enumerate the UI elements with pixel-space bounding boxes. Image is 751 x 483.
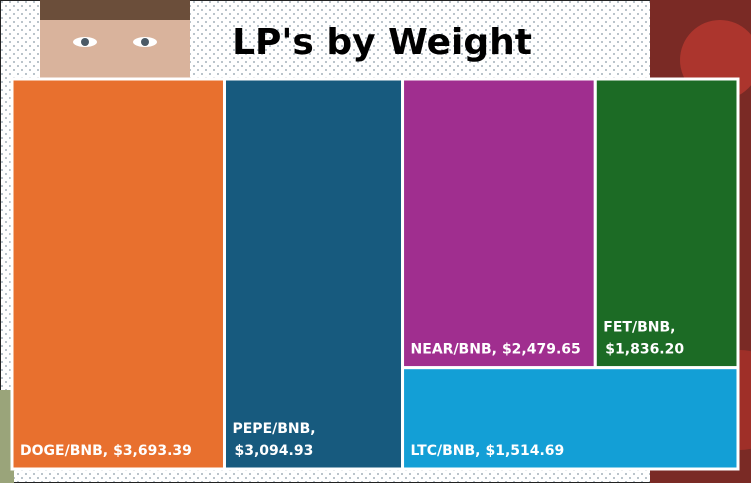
treemap-cell <box>10 77 226 471</box>
treemap-cell <box>401 77 597 370</box>
value-label: $1,836.20 <box>605 342 684 358</box>
face-image <box>40 0 190 79</box>
cell-label: LTC/BNB, <box>411 443 481 459</box>
value-label: $3,693.39 <box>113 443 192 459</box>
cell-label: FET/BNB, <box>603 320 675 336</box>
cell-label: NEAR/BNB, <box>411 342 497 358</box>
treemap-cell <box>222 77 405 471</box>
treemap-cell <box>401 366 740 471</box>
value-label: $3,094.93 <box>234 443 313 459</box>
value-label: $2,479.65 <box>502 342 581 358</box>
chart-title: LP's by Weight <box>232 22 532 63</box>
cell-label: PEPE/BNB, <box>232 421 315 437</box>
cell-label: DOGE/BNB, <box>20 443 108 459</box>
value-label: $1,514.69 <box>485 443 564 459</box>
